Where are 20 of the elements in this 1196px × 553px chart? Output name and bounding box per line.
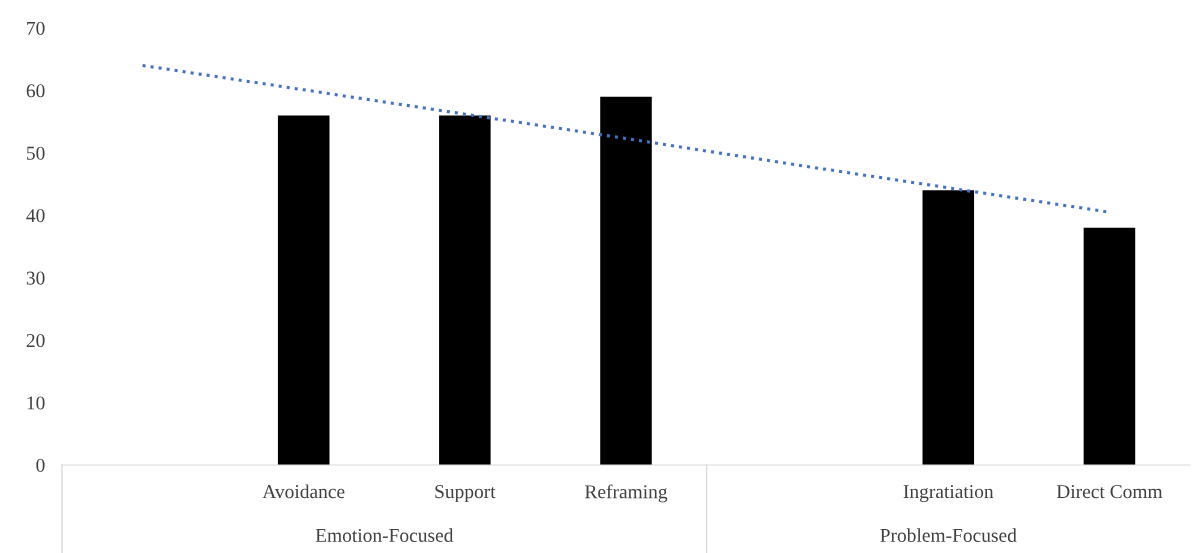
y-tick-label: 0 <box>36 458 45 472</box>
y-tick-label: 10 <box>27 396 45 410</box>
y-tick-label: 20 <box>26 333 45 348</box>
x-tick-label: Avoidance <box>262 484 345 499</box>
bar <box>277 115 330 465</box>
x-tick-label: Direct Comm <box>1056 485 1163 499</box>
text: Problem-Focused <box>880 528 1017 542</box>
y-tick-label: 50 <box>27 146 45 160</box>
text: Emotion-Focused <box>315 528 454 542</box>
bar <box>1083 227 1136 465</box>
bar <box>922 190 975 465</box>
y-tick-label: 60 <box>26 84 45 98</box>
x-tick-label: Support <box>435 485 496 503</box>
x-tick-label: Ingratiation <box>903 485 994 503</box>
y-tick-label: 70 <box>27 21 45 35</box>
x-tick-label: Reframing <box>584 484 668 503</box>
y-tick-label: 30 <box>26 271 45 285</box>
y-tick-label: 40 <box>26 209 45 223</box>
bar <box>600 96 652 465</box>
bar <box>439 115 491 465</box>
